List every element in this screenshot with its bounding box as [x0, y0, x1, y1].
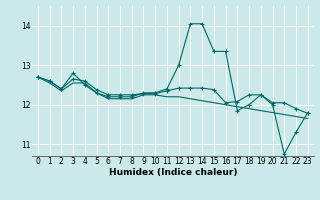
X-axis label: Humidex (Indice chaleur): Humidex (Indice chaleur): [108, 168, 237, 177]
